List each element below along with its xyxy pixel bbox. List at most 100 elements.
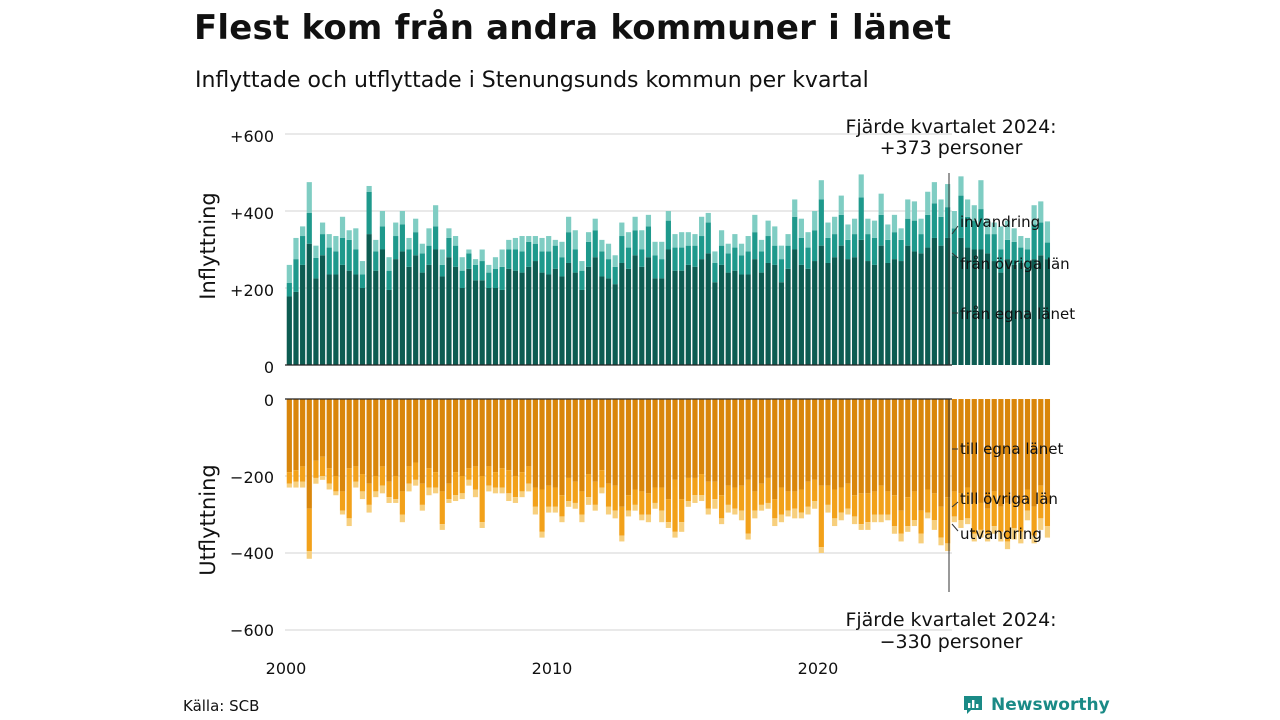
inflow-bar-q15-s1	[386, 270, 392, 290]
outflow-bar-q0-s0	[286, 399, 292, 473]
outflow-bar-q69-s2	[745, 533, 751, 540]
outflow-bar-q100-s2	[951, 516, 957, 523]
inflow-bar-q105-s0	[984, 253, 991, 365]
outflow-bar-q68-s1	[738, 485, 745, 511]
outflow-bar-q6-s2	[326, 483, 332, 490]
outflow-bar-q65-s2	[718, 518, 725, 525]
inflow-bar-q31-s0	[492, 288, 499, 365]
outflow-bar-q74-s0	[778, 399, 785, 488]
chart-title: Flest kom från andra kommuner i länet	[194, 8, 952, 48]
outflow-bar-q32-s0	[499, 399, 505, 469]
outflow-bar-q15-s2	[386, 497, 392, 503]
inflow-bar-q60-s2	[685, 232, 691, 246]
outflow-bar-q75-s1	[785, 491, 791, 511]
outflow-bar-q27-s2	[466, 479, 472, 486]
migration-chart: Inflyttning Utflyttning +600 +400 +200 0…	[196, 116, 1075, 678]
inflow-bar-q45-s2	[585, 232, 592, 242]
outflow-bar-q88-s2	[871, 514, 878, 523]
inflow-bar-q33-s2	[506, 239, 512, 250]
inflow-bar-q54-s1	[645, 226, 652, 258]
outflow-bar-q80-s2	[818, 547, 824, 554]
inflow-bar-q27-s2	[466, 249, 472, 254]
inflow-bar-q35-s1	[519, 251, 525, 273]
outflow-bar-q52-s2	[632, 504, 638, 511]
inflow-bar-q25-s2	[452, 236, 459, 246]
inflow-bar-q67-s0	[732, 270, 738, 366]
inflow-bar-q60-s0	[685, 264, 691, 365]
legend-utvandring: utvandring	[960, 525, 1042, 543]
outflow-bar-q82-s2	[832, 518, 838, 527]
outflow-tick-600: −600	[230, 621, 274, 640]
outflow-bar-q38-s0	[539, 399, 545, 490]
inflow-bar-q97-s0	[931, 237, 937, 365]
outflow-bar-q55-s0	[652, 399, 658, 488]
inflow-bar-q90-s2	[885, 224, 891, 240]
inflow-bar-q7-s2	[333, 236, 339, 252]
outflow-bar-q114-s1	[1044, 502, 1051, 527]
outflow-bar-q79-s2	[812, 501, 818, 509]
inflow-bar-q92-s0	[898, 261, 904, 365]
inflow-bar-q105-s2	[984, 218, 991, 235]
outflow-bar-q34-s2	[512, 497, 519, 503]
inflow-bar-q82-s1	[832, 234, 838, 258]
outflow-bar-q51-s0	[625, 399, 632, 496]
inflow-bar-q0-s2	[286, 264, 292, 283]
inflow-bar-q55-s1	[652, 255, 658, 279]
inflow-bar-q17-s1	[399, 224, 405, 252]
inflow-bar-q22-s0	[433, 249, 439, 365]
outflow-bar-q110-s2	[1018, 531, 1024, 544]
inflow-bar-q36-s0	[526, 266, 532, 365]
inflow-bar-q12-s2	[366, 185, 372, 192]
outflow-bar-q67-s0	[732, 399, 738, 488]
outflow-bar-q28-s0	[472, 399, 479, 467]
inflow-bar-q107-s1	[998, 249, 1004, 273]
inflow-bar-q30-s0	[486, 288, 492, 365]
inflow-bar-q70-s1	[752, 232, 758, 260]
outflow-bar-q96-s1	[925, 489, 931, 513]
inflow-bar-q2-s1	[300, 236, 306, 265]
inflow-bar-q22-s2	[433, 205, 439, 227]
outflow-bar-q13-s2	[373, 491, 379, 498]
outflow-bar-q40-s1	[552, 487, 558, 507]
inflow-bar-q47-s1	[599, 251, 605, 277]
inflow-bar-q57-s0	[665, 249, 671, 365]
outflow-bar-q62-s0	[699, 399, 705, 475]
inflow-bar-q113-s2	[1038, 201, 1044, 223]
inflow-bar-q70-s0	[752, 259, 758, 366]
inflow-bar-q18-s0	[406, 266, 412, 365]
outflow-bar-q103-s0	[971, 399, 977, 503]
inflow-bar-q70-s2	[752, 214, 758, 233]
inflow-bar-q23-s0	[439, 276, 445, 365]
inflow-bar-q47-s0	[599, 276, 605, 365]
inflow-bar-q67-s2	[732, 234, 738, 248]
outflow-bar-q59-s0	[679, 399, 685, 500]
inflow-bar-q30-s2	[486, 264, 492, 273]
inflow-bar-q92-s2	[898, 228, 904, 240]
outflow-bar-q10-s2	[353, 481, 359, 488]
outflow-bar-q73-s0	[772, 399, 778, 500]
inflow-bar-q23-s2	[439, 249, 445, 265]
inflow-bar-q102-s0	[965, 247, 971, 365]
inflow-bar-q52-s1	[632, 230, 638, 256]
inflow-bar-q40-s0	[552, 268, 558, 365]
inflow-bar-q7-s0	[333, 274, 339, 365]
inflow-bar-q48-s2	[605, 243, 612, 260]
inflow-bar-q94-s2	[911, 201, 918, 221]
outflow-bar-q108-s1	[1004, 502, 1011, 542]
inflow-bar-q103-s2	[971, 205, 977, 221]
outflow-bar-q61-s0	[692, 399, 698, 478]
outflow-bar-q101-s2	[958, 520, 964, 528]
inflow-bar-q31-s2	[492, 257, 499, 269]
inflow-bar-q94-s1	[911, 220, 918, 252]
outflow-bar-q113-s0	[1038, 399, 1044, 486]
outflow-bar-q67-s1	[732, 487, 738, 509]
outflow-bar-q79-s1	[812, 479, 818, 502]
leader-utvandring	[951, 523, 959, 532]
inflow-bar-q62-s0	[699, 259, 705, 366]
outflow-bar-q11-s1	[359, 474, 366, 492]
inflow-bar-q16-s2	[393, 222, 399, 237]
outflow-bar-q83-s1	[838, 487, 844, 513]
gridlines	[285, 133, 952, 631]
inflow-bar-q99-s2	[945, 184, 951, 208]
inflow-bar-q21-s1	[426, 245, 432, 265]
